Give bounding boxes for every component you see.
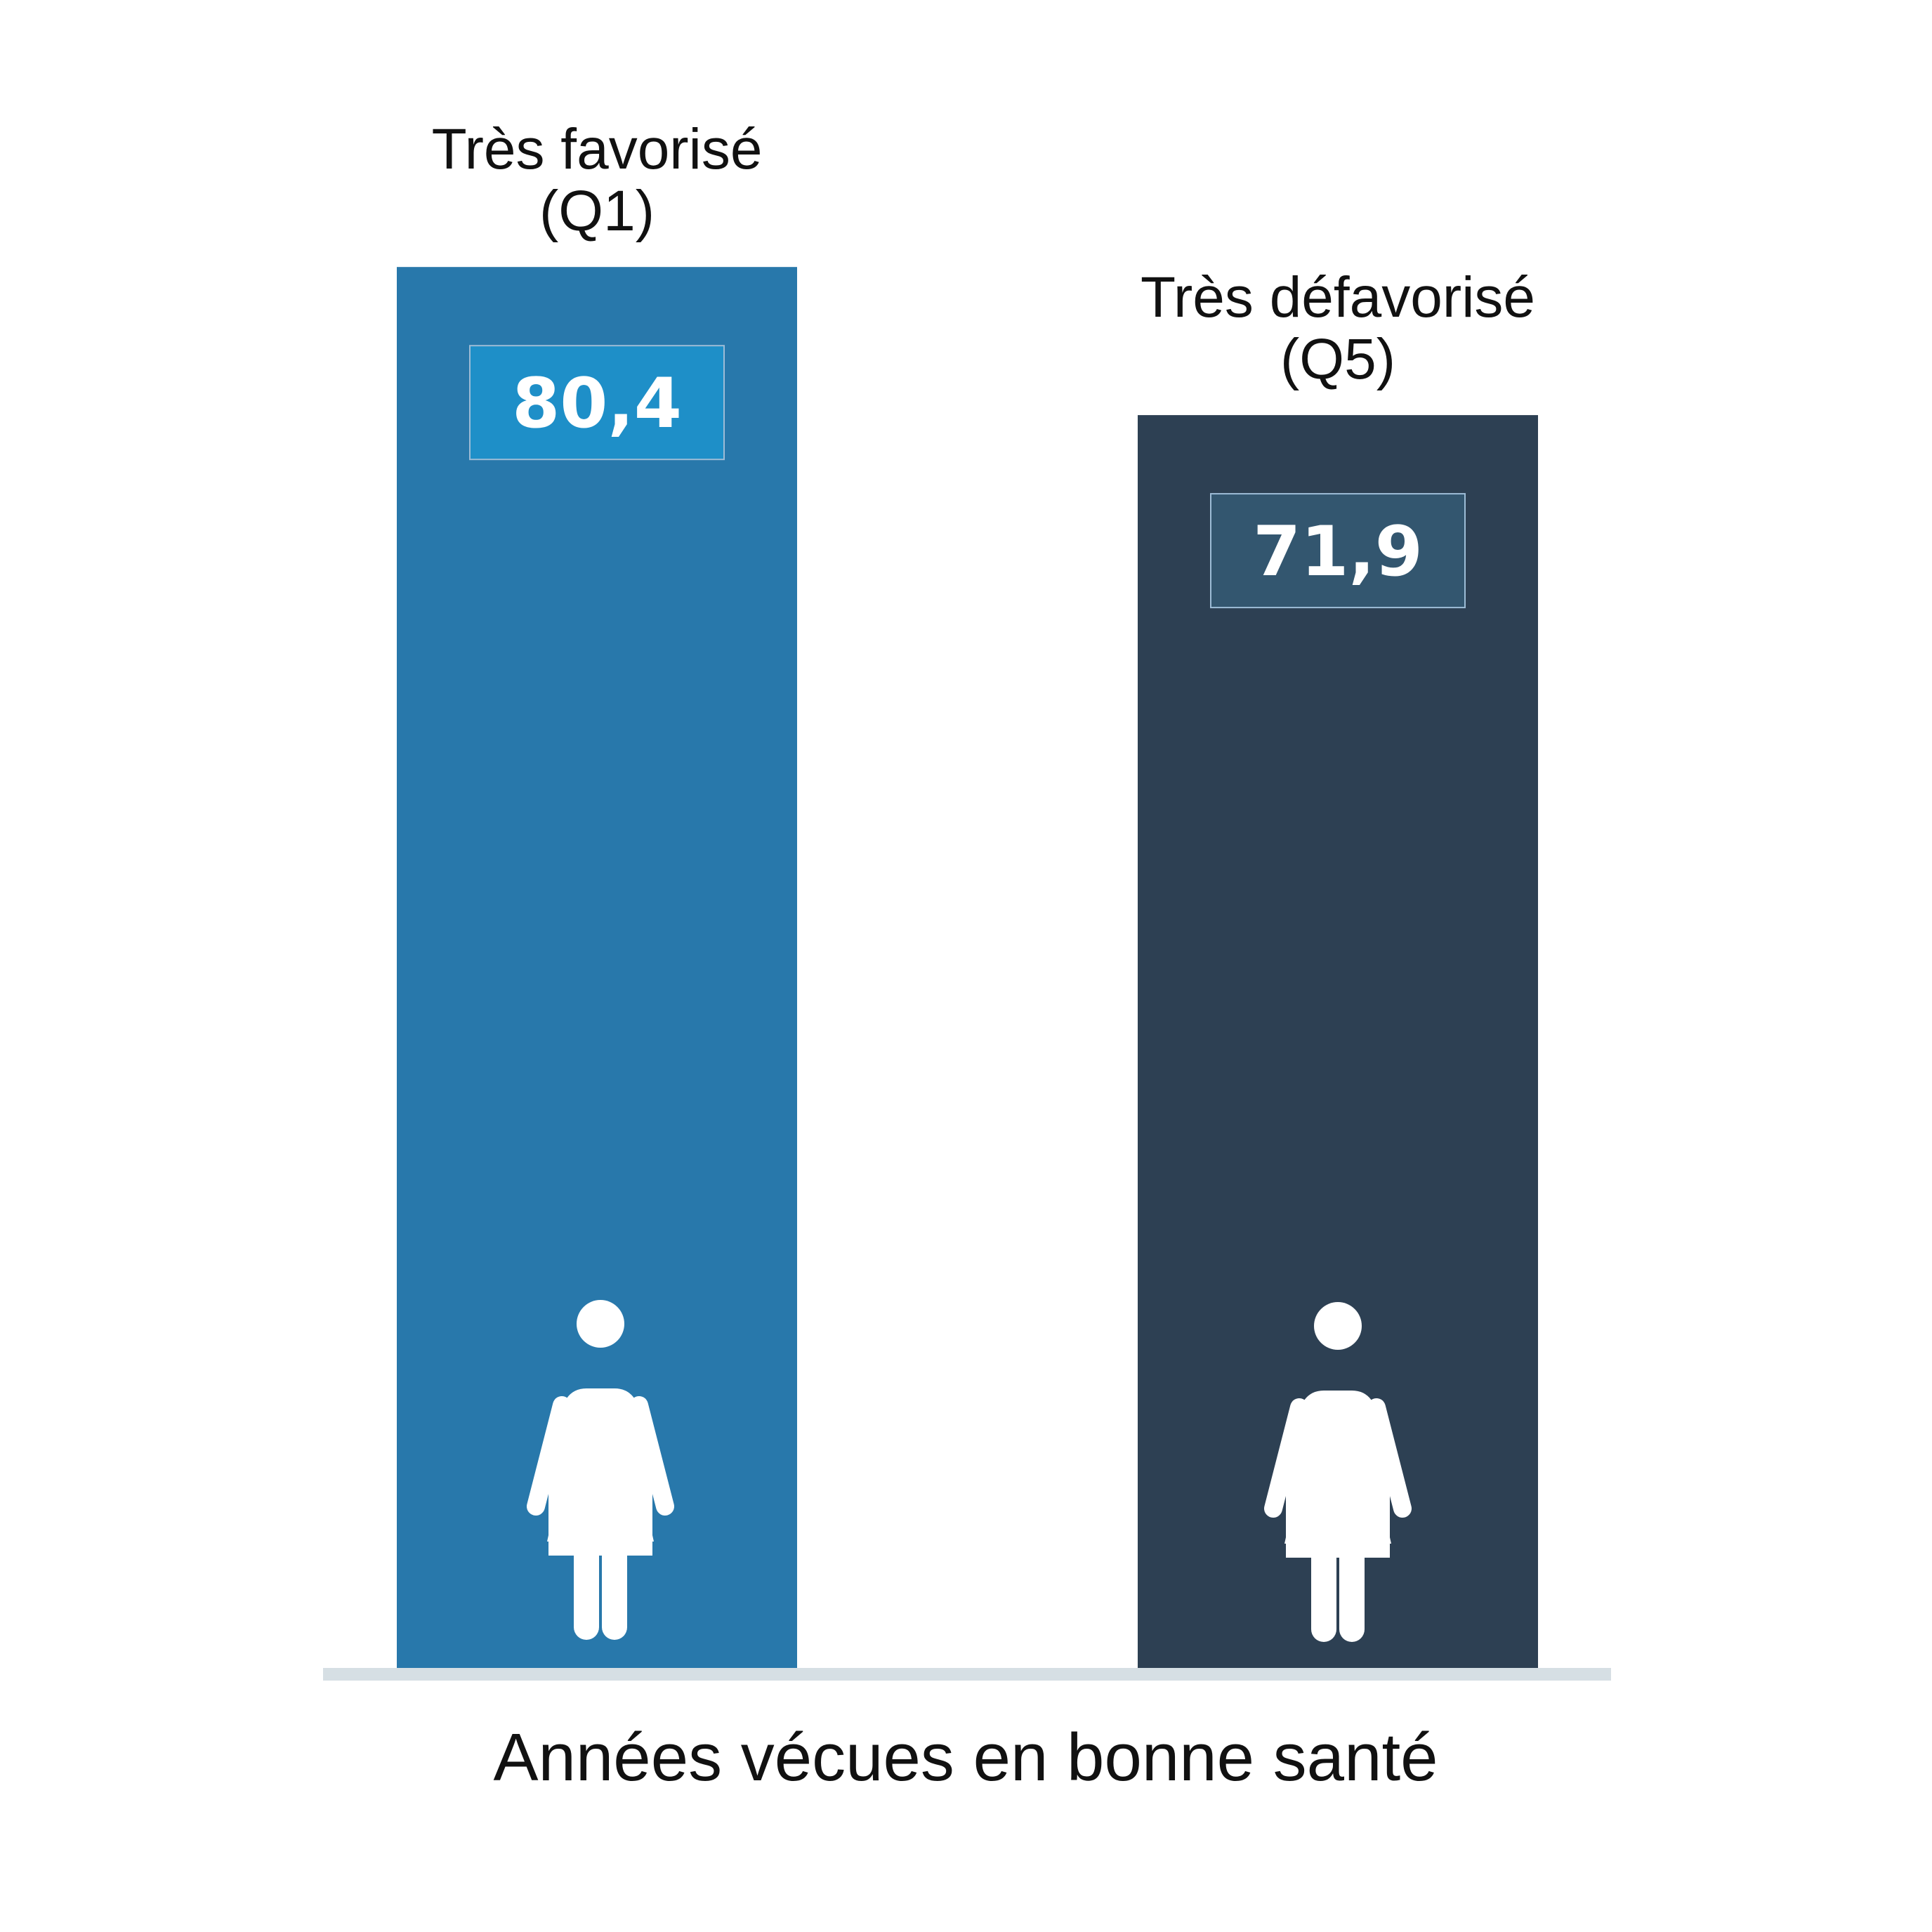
category-label-q1-line1: Très favorisé [432,117,763,181]
category-label-q5-line1: Très défavorisé [1141,265,1535,329]
value-box-q1 [469,345,725,461]
bar-group-q1: 80,4 Très favorisé (Q1) [397,117,797,1669]
value-label-q5: 71,9 [1253,512,1423,592]
category-label-q1-line2: (Q1) [539,179,655,243]
value-label-q1: 80,4 [512,364,682,444]
bar-group-q5: 71,9 Très défavorisé (Q5) [1138,265,1538,1669]
category-label-q5-line2: (Q5) [1280,327,1395,391]
value-box-q5 [1210,493,1466,609]
x-axis-baseline [323,1668,1611,1681]
x-axis-label: Années vécues en bonne santé [493,1720,1438,1795]
